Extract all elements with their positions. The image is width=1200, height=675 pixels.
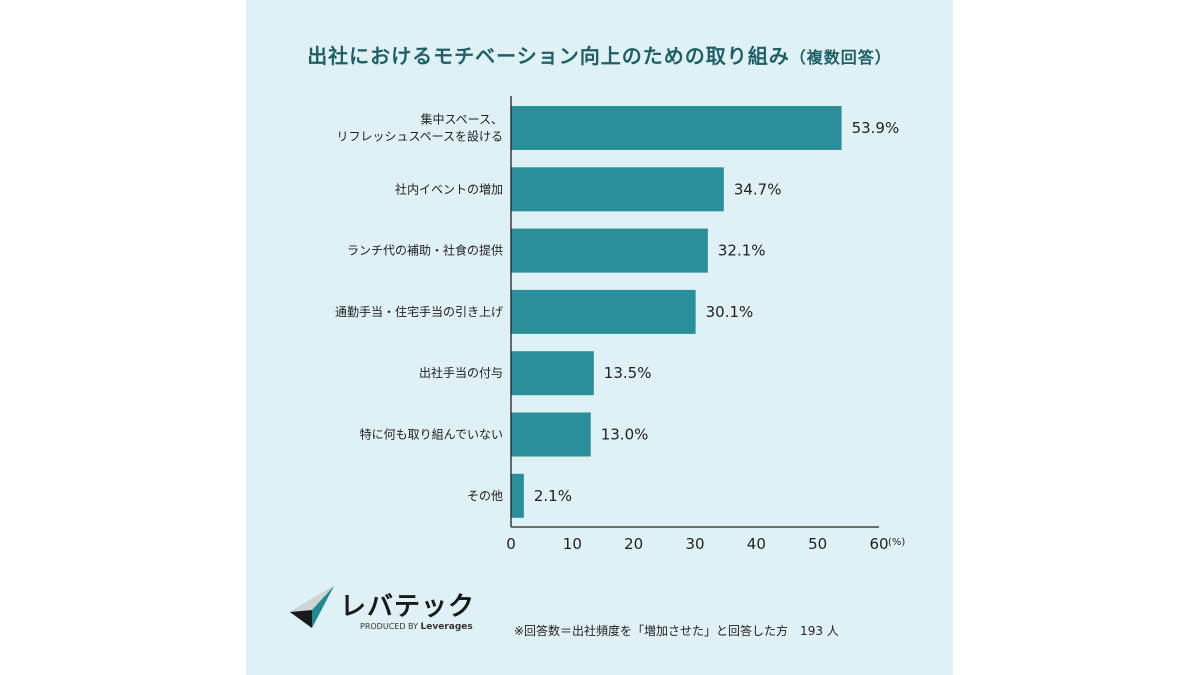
x-tick-label: 0 [506,535,516,553]
bar-value-label: 53.9% [852,119,900,137]
bar-value-label: 13.0% [601,426,649,444]
chart-title-main: 出社におけるモチベーション向上のための取り組み [307,44,790,68]
x-tick-label: 60 [869,535,888,553]
category-label: 特に何も取り組んでいない [360,427,503,442]
x-axis-unit-label: (%) [888,537,905,548]
x-tick-label: 50 [808,535,827,553]
category-label: ランチ代の補助・社食の提供 [347,243,503,258]
bar [511,412,591,457]
category-label: リフレッシュスペースを設ける [336,129,503,144]
bar [511,228,708,273]
logo-produced-by: PRODUCED BY Leverages [360,622,473,632]
bar [511,473,524,518]
bar [511,289,696,334]
bar-value-label: 13.5% [604,364,652,382]
x-tick-label: 40 [747,535,766,553]
bar-value-label: 34.7% [734,180,782,198]
levtech-logo: レバテック PRODUCED BY Leverages [288,582,488,638]
bar [511,167,724,212]
category-label: 社内イベントの増加 [395,181,503,196]
category-label: 出社手当の付与 [419,365,503,380]
bar [511,106,842,150]
chart-panel: 出社におけるモチベーション向上のための取り組み（複数回答） 53.9% 集中スペー… [246,0,953,675]
category-label: 通勤手当・住宅手当の引き上げ [335,304,503,319]
x-tick-label: 10 [563,535,582,553]
bar-value-label: 32.1% [718,242,766,260]
x-tick-label: 30 [685,535,704,553]
bar-value-label: 2.1% [534,487,572,505]
footnote: ※回答数＝出社頻度を「増加させた」と回答した方 193 人 [514,624,839,638]
logo-brand: Leverages [420,622,473,632]
chart-title: 出社におけるモチベーション向上のための取り組み（複数回答） [246,40,953,69]
logo-name: レバテック [340,592,476,622]
bar-value-label: 30.1% [706,303,754,321]
category-label: 集中スペース、 [420,112,503,127]
x-tick-label: 20 [624,535,643,553]
logo-mark-icon [290,586,334,628]
chart-title-suffix: （複数回答） [789,48,892,67]
bar [511,351,594,396]
category-label: その他 [467,489,503,503]
logo-produced-by-label: PRODUCED BY [360,622,418,631]
bar-chart: 53.9% 集中スペース、リフレッシュスペースを設ける 34.7% 社内イベントの増加… [335,96,905,553]
